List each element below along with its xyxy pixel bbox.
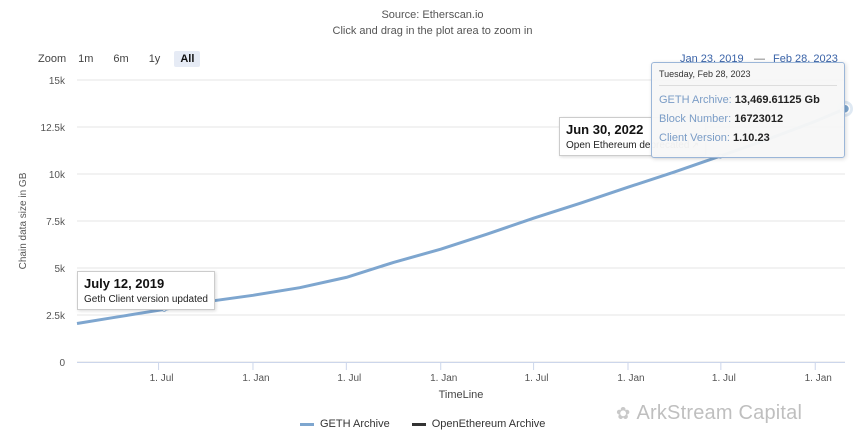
- tooltip-value: 13,469.61125 Gb: [734, 94, 820, 106]
- tooltip-key: GETH Archive:: [659, 94, 735, 106]
- zoom-label: Zoom: [38, 53, 67, 65]
- legend-item-openethereum[interactable]: OpenEthereum Archive: [411, 418, 546, 430]
- data-tooltip: Tuesday, Feb 28, 2023 GETH Archive: 13,4…: [651, 62, 845, 158]
- range-dash: —: [754, 53, 765, 65]
- tooltip-row-client: Client Version: 1.10.23: [659, 132, 837, 144]
- watermark: ✿ ArkStream Capital: [616, 402, 802, 425]
- annotation-geth-update: July 12, 2019 Geth Client version update…: [77, 271, 215, 310]
- tooltip-row-geth: GETH Archive: 13,469.61125 Gb: [659, 94, 837, 106]
- x-tick-label: 1. Jul: [337, 373, 361, 384]
- annotation-text: Open Ethereum deprecated: [566, 140, 690, 151]
- y-tick-label: 7.5k: [46, 217, 66, 228]
- y-tick-label: 0: [59, 358, 65, 369]
- legend-symbol: [411, 422, 426, 426]
- legend-item-geth[interactable]: GETH Archive: [300, 418, 390, 430]
- x-tick-label: 1. Jul: [712, 373, 736, 384]
- y-tick-label: 5k: [54, 264, 66, 275]
- tooltip-value: 1.10.23: [732, 132, 770, 144]
- tooltip-row-block: Block Number: 16723012: [659, 113, 837, 125]
- x-tick-label: 1. Jul: [150, 373, 174, 384]
- y-tick-label: 2.5k: [46, 311, 66, 322]
- annotation-title: Jun 30, 2022: [566, 122, 644, 137]
- legend-label: OpenEthereum Archive: [431, 418, 546, 430]
- annotation-text: Geth Client version updated: [84, 294, 208, 305]
- legend-label: GETH Archive: [320, 418, 390, 430]
- y-tick-label: 10k: [49, 170, 66, 181]
- x-tick-label: 1. Jan: [242, 373, 269, 384]
- chart-source: Source: Etherscan.io: [381, 9, 484, 21]
- x-tick-label: 1. Jul: [525, 373, 549, 384]
- y-tick-label: 12.5k: [41, 123, 66, 134]
- tooltip-value: 16723012: [734, 113, 784, 125]
- x-tick-label: 1. Jan: [617, 373, 644, 384]
- y-tick-label: 15k: [49, 76, 66, 87]
- legend-symbol: [300, 422, 314, 426]
- zoom-hint: Click and drag in the plot area to zoom …: [332, 25, 533, 37]
- zoom-controls: Zoom 1m 6m 1y All: [38, 51, 208, 67]
- wechat-icon: ✿: [616, 403, 631, 423]
- chart-legend: GETH Archive OpenEthereum Archive: [300, 418, 567, 430]
- zoom-all-button[interactable]: All: [174, 51, 201, 67]
- zoom-1y-button[interactable]: 1y: [142, 51, 167, 67]
- tooltip-key: Block Number:: [659, 113, 735, 125]
- tooltip-key: Client Version:: [659, 132, 733, 144]
- zoom-1m-button[interactable]: 1m: [72, 51, 100, 67]
- x-tick-label: 1. Jan: [430, 373, 457, 384]
- watermark-text: ArkStream Capital: [636, 402, 803, 424]
- zoom-6m-button[interactable]: 6m: [107, 51, 135, 67]
- tooltip-date: Tuesday, Feb 28, 2023: [659, 69, 837, 86]
- x-tick-label: 1. Jan: [805, 373, 832, 384]
- y-axis-title: Chain data size in GB: [18, 172, 29, 269]
- x-axis-title: TimeLine: [439, 389, 484, 401]
- annotation-title: July 12, 2019: [84, 276, 165, 291]
